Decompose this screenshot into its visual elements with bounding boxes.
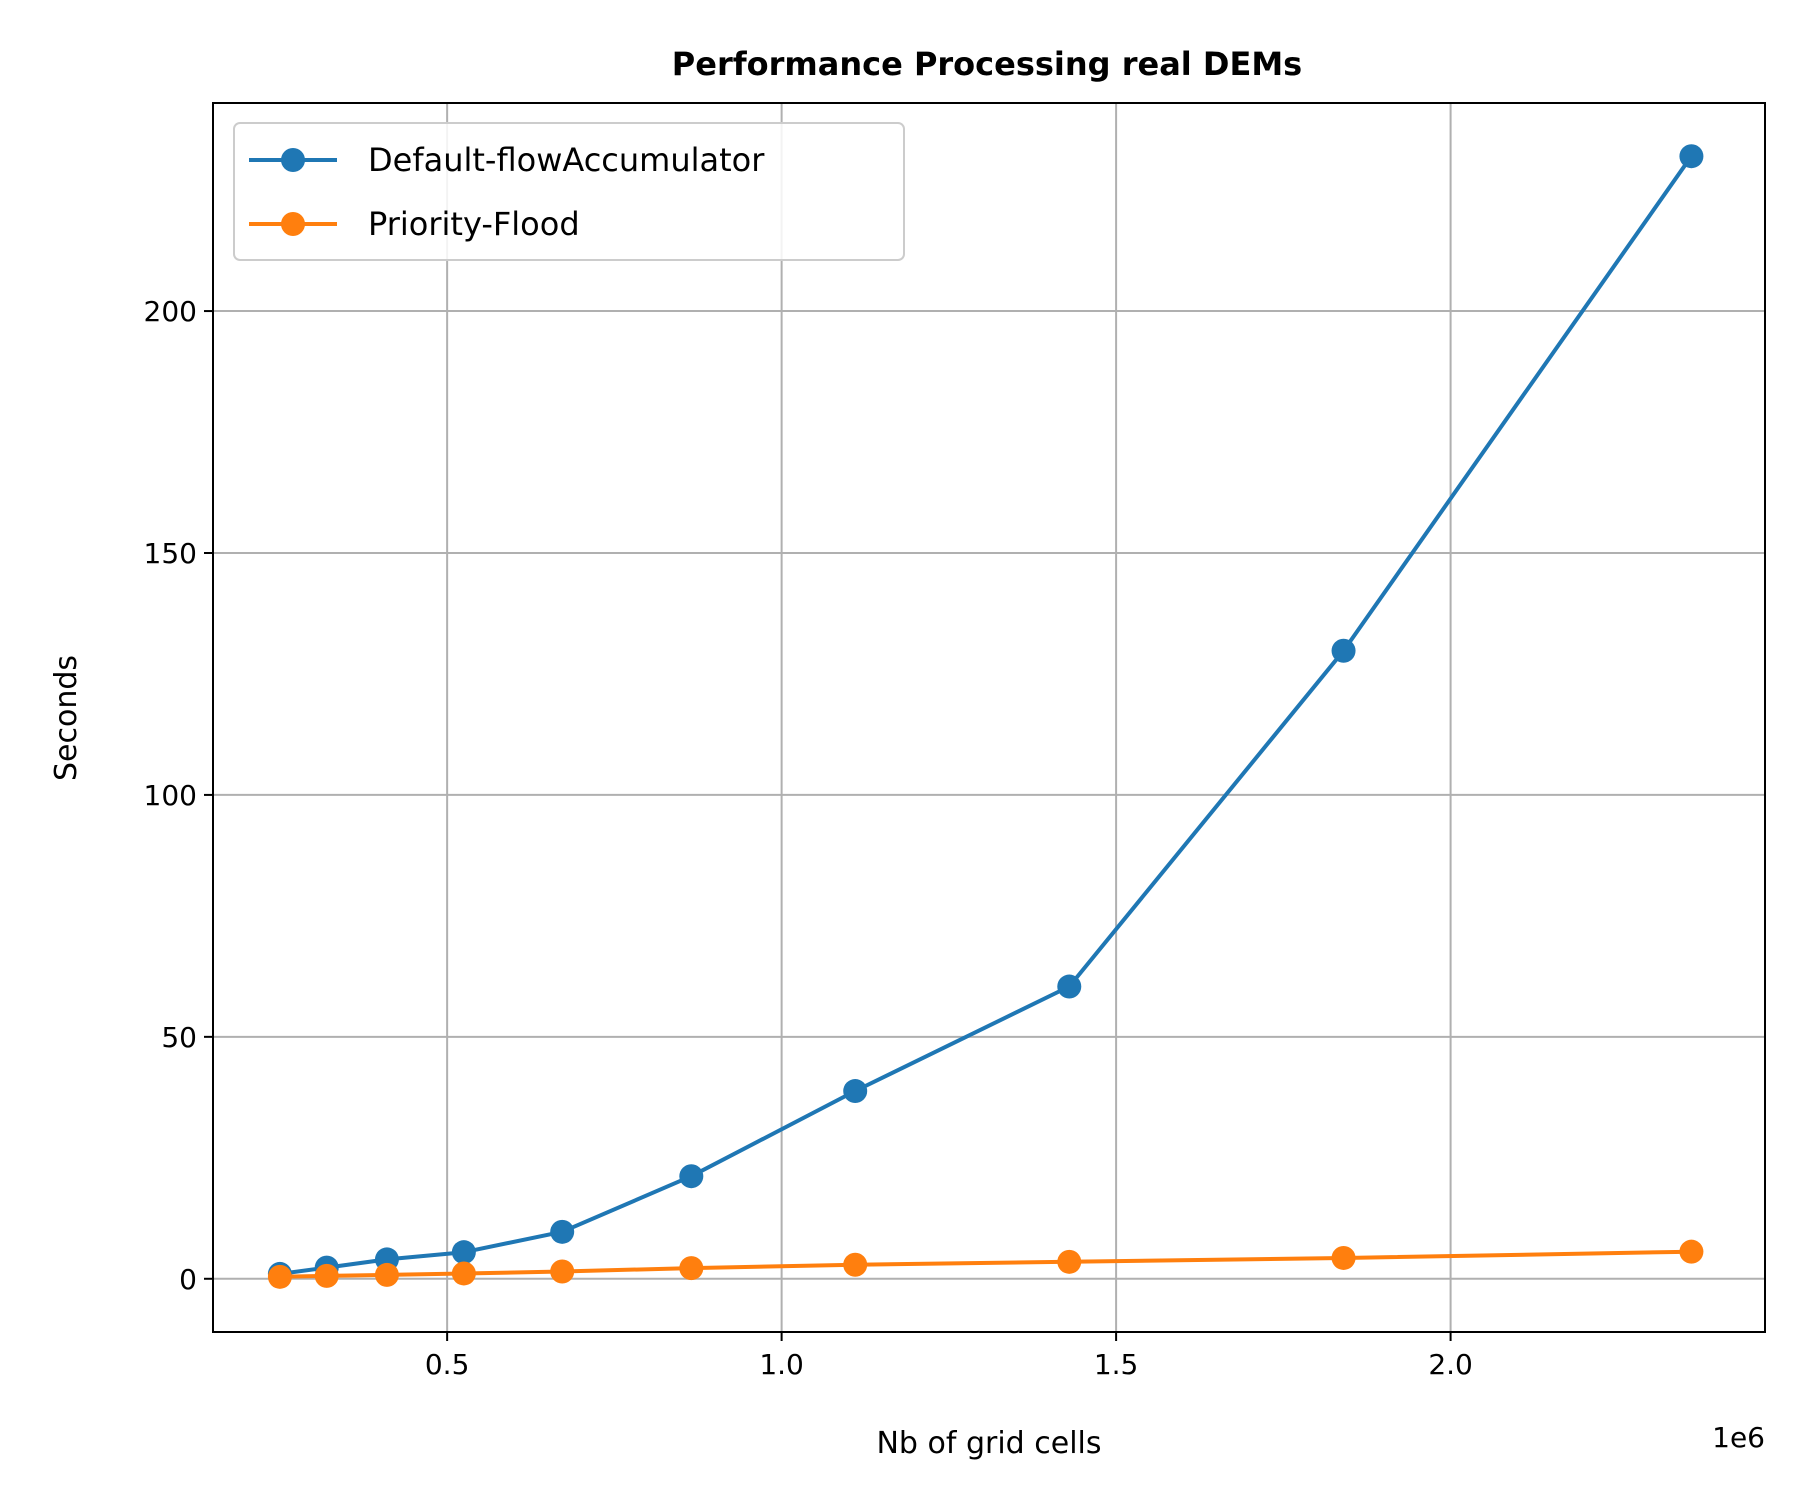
plot-frame <box>212 102 1766 1333</box>
series-priority-flood <box>267 1239 1704 1289</box>
y-axis-title: Seconds <box>49 655 84 781</box>
x-tick-label: 0.5 <box>425 1348 470 1381</box>
data-point-default-flowaccumulator <box>1057 974 1082 999</box>
data-point-priority-flood <box>267 1264 292 1289</box>
data-point-priority-flood <box>314 1263 339 1288</box>
x-axis-title: Nb of grid cells <box>876 1426 1101 1461</box>
data-point-priority-flood <box>1679 1239 1704 1264</box>
legend-entry-priority-flood: Priority-Flood <box>249 205 580 243</box>
y-tick-label: 50 <box>161 1021 197 1054</box>
data-point-default-flowaccumulator <box>550 1219 575 1244</box>
axis-ticks: 0.5 1.0 1.5 2.0 0 50 100 150 200 <box>144 295 1473 1381</box>
data-point-default-flowaccumulator <box>843 1079 868 1104</box>
legend: Default-flowAccumulator Priority-Flood <box>233 122 905 261</box>
y-tick-label: 200 <box>144 295 197 328</box>
x-tick-label: 1.0 <box>759 1348 804 1381</box>
data-point-priority-flood <box>843 1252 868 1277</box>
data-point-priority-flood <box>451 1261 476 1286</box>
legend-swatch-marker <box>281 148 305 172</box>
x-tick-label: 1.5 <box>1094 1348 1139 1381</box>
legend-swatch-marker <box>281 212 305 236</box>
data-point-default-flowaccumulator <box>679 1164 704 1189</box>
legend-box <box>233 122 905 261</box>
data-point-default-flowaccumulator <box>1331 638 1356 663</box>
data-point-priority-flood <box>374 1262 399 1287</box>
chart-title: Performance Processing real DEMs <box>672 45 1302 83</box>
series-line-default-flowaccumulator <box>279 155 1694 1276</box>
x-axis-offset-label: 1e6 <box>1712 1421 1765 1454</box>
x-tick-label: 2.0 <box>1428 1348 1473 1381</box>
y-tick-label: 100 <box>144 779 197 812</box>
legend-entry-default-flowaccumulator: Default-flowAccumulator <box>249 141 765 179</box>
legend-label: Default-flowAccumulator <box>368 141 765 179</box>
data-point-priority-flood <box>1057 1249 1082 1274</box>
series-line-priority-flood <box>279 1249 1692 1279</box>
data-point-default-flowaccumulator <box>451 1240 476 1265</box>
legend-label: Priority-Flood <box>368 205 580 243</box>
y-tick-label: 150 <box>144 537 197 570</box>
data-point-priority-flood <box>679 1256 704 1281</box>
data-point-default-flowaccumulator <box>1679 144 1704 169</box>
y-tick-label: 0 <box>179 1263 197 1296</box>
grid <box>213 103 1765 1332</box>
data-point-priority-flood <box>1331 1245 1356 1270</box>
data-point-priority-flood <box>550 1259 575 1284</box>
series-layer <box>267 144 1704 1289</box>
